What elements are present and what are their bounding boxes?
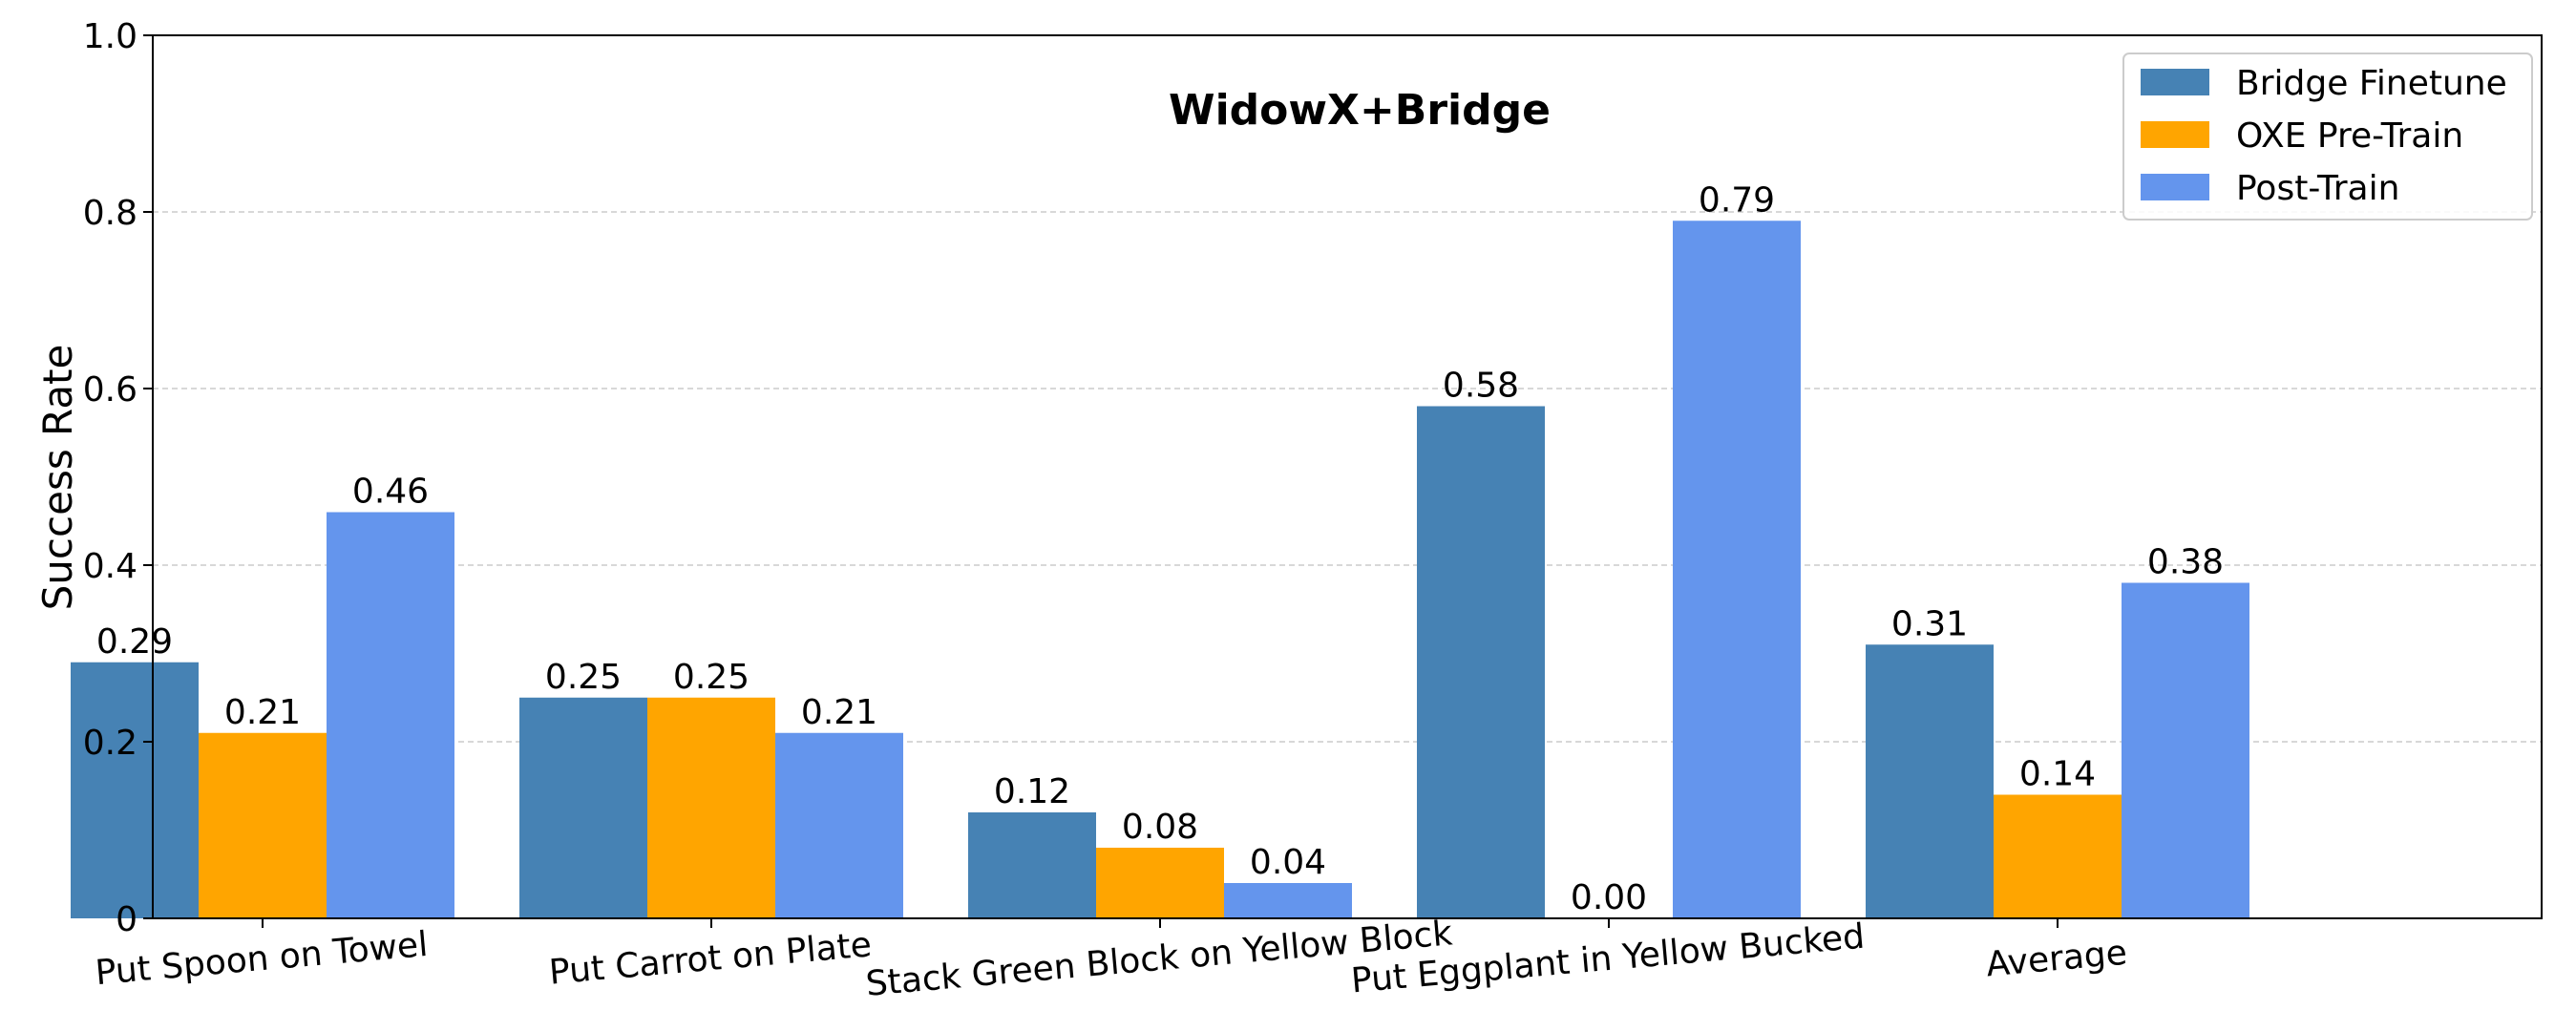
bar [327, 512, 454, 918]
bar [519, 697, 647, 918]
bar [775, 732, 903, 918]
chart-title: WidowX+Bridge [1169, 86, 1551, 135]
x-axis-ticks: Put Spoon on Towel Put Carrot on PlateSta… [94, 914, 2128, 1004]
bar-value-label: 0.12 [994, 772, 1070, 811]
legend-swatch [2141, 69, 2209, 95]
x-tick-label: Put Spoon on Towel [94, 925, 429, 993]
bar [1994, 794, 2122, 918]
bar [968, 812, 1096, 918]
bar-value-label: 0.21 [801, 693, 877, 732]
bar [199, 732, 327, 918]
bar [1224, 883, 1352, 918]
bar-value-label: 0.14 [2019, 755, 2096, 794]
x-tick-label: Put Carrot on Plate [547, 925, 873, 992]
y-tick-label: 0.4 [83, 547, 137, 586]
legend-swatch [2141, 174, 2209, 200]
bar-value-label: 0.25 [545, 658, 622, 697]
y-tick-label: 0.8 [83, 194, 137, 233]
bar [1673, 221, 1801, 918]
bar-value-label: 0.31 [1891, 604, 1968, 643]
bar-value-label: 0.08 [1122, 808, 1198, 847]
plot-frame [152, 34, 2543, 919]
y-tick-label: 0 [116, 900, 137, 939]
y-axis-ticks: 0 0.2 0.4 0.6 0.8 1.0 [83, 17, 153, 939]
bar-value-label: 0.21 [224, 693, 301, 732]
bar-value-label: 0.25 [673, 658, 750, 697]
bar [1417, 406, 1545, 918]
bar [71, 662, 199, 918]
legend-label: OXE Pre-Train [2236, 116, 2463, 156]
bar [2122, 582, 2249, 918]
bar-value-label: 0.79 [1699, 180, 1775, 220]
legend-swatch [2141, 121, 2209, 148]
bar-value-label: 0.00 [1571, 878, 1647, 917]
bar-value-label: 0.38 [2147, 543, 2224, 582]
y-tick-label: 0.2 [83, 724, 137, 763]
y-tick-label: 0.6 [83, 370, 137, 410]
bars [71, 221, 2249, 918]
bar-value-label: 0.29 [96, 622, 173, 662]
y-axis-label: Success Rate [34, 345, 81, 611]
bar [1096, 848, 1224, 918]
bar-value-label: 0.46 [352, 473, 429, 512]
legend-label: Bridge Finetune [2236, 64, 2507, 103]
bar [1866, 644, 1994, 918]
y-tick-label: 1.0 [83, 17, 137, 56]
legend: Bridge Finetune OXE Pre-Train Post-Train [2122, 53, 2533, 221]
legend-box [2122, 53, 2533, 221]
legend-label: Post-Train [2236, 169, 2399, 208]
bar-value-label: 0.58 [1443, 367, 1519, 406]
bar-value-labels: 0.29 0.21 0.46 0.25 0.25 0.21 0.12 0.08 0.04 0.58… [96, 180, 2224, 917]
bar-value-label: 0.04 [1250, 843, 1326, 882]
bar [647, 697, 775, 918]
x-tick-label: Average [1985, 934, 2129, 985]
